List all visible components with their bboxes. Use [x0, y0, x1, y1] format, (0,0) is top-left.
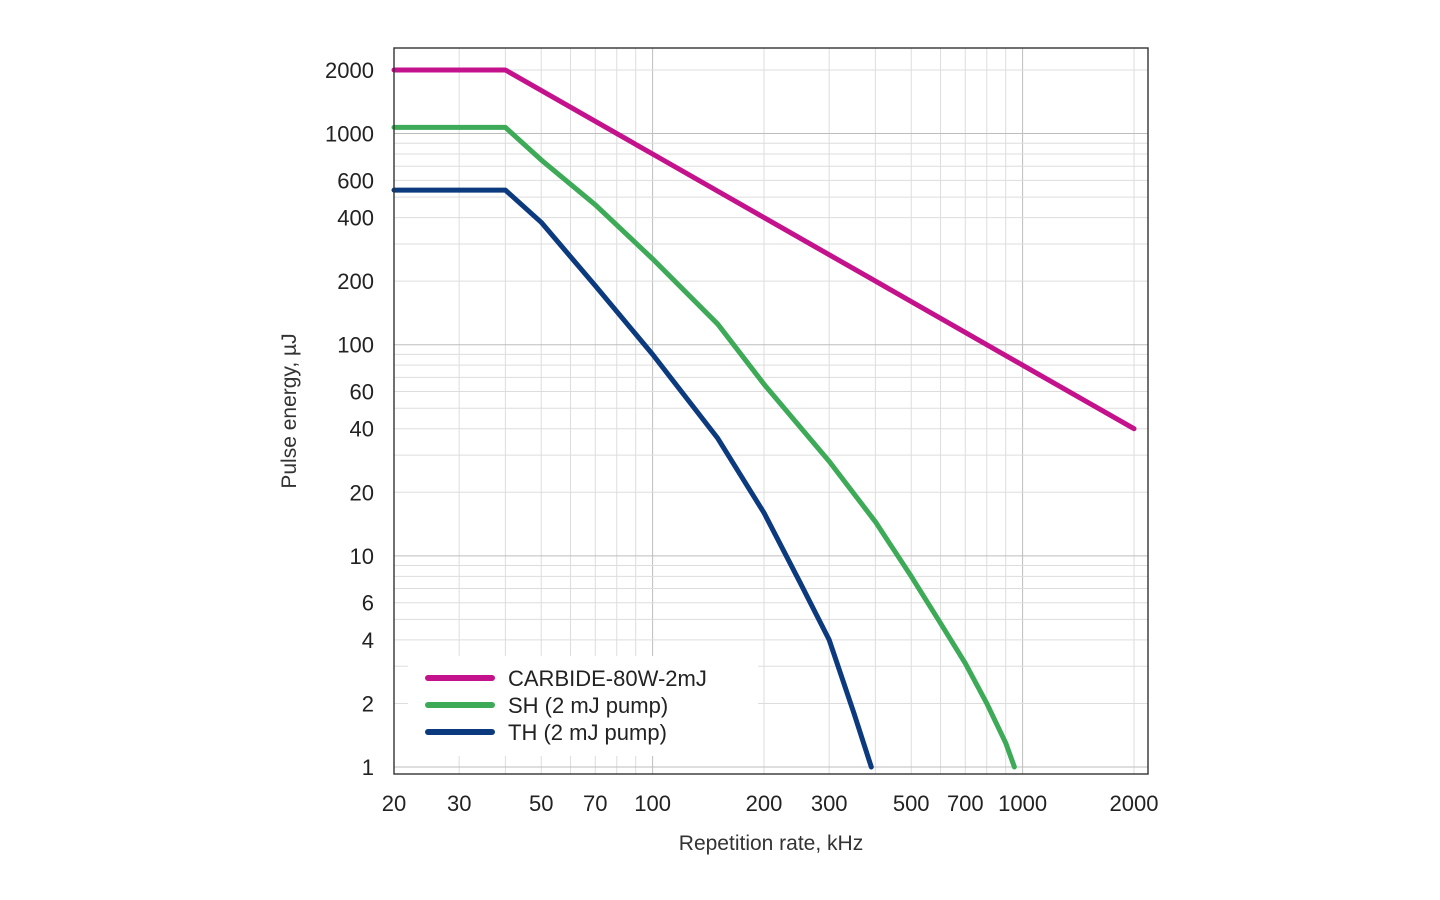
series-line-1	[391, 67, 1137, 432]
series-line-3	[391, 187, 874, 770]
plot-frame	[393, 47, 1149, 775]
y-tick-labels: 1 2 4 6 10 20 40 60 100 200 400 600 1000 2000	[325, 58, 374, 780]
x-tick-label: 300	[811, 791, 848, 816]
y-tick-label: 100	[337, 333, 374, 358]
y-tick-label: 200	[337, 269, 374, 294]
y-tick-label: 600	[337, 168, 374, 193]
x-tick-label: 200	[746, 791, 783, 816]
x-tick-label: 20	[382, 791, 406, 816]
y-tick-label: 400	[337, 206, 374, 231]
grid	[394, 48, 1148, 774]
x-tick-label: 100	[634, 791, 671, 816]
legend-label-1: CARBIDE-80W-2mJ	[508, 666, 707, 691]
legend-label-2: SH (2 mJ pump)	[508, 693, 668, 718]
series-line-2	[391, 124, 1017, 770]
y-tick-label: 2000	[325, 58, 374, 83]
x-tick-label: 30	[447, 791, 471, 816]
x-tick-label: 1000	[998, 791, 1047, 816]
series-lines	[391, 67, 1137, 770]
y-axis-label: Pulse energy, µJ	[278, 333, 301, 488]
x-tick-label: 2000	[1110, 791, 1159, 816]
y-tick-label: 4	[362, 628, 374, 653]
x-tick-label: 700	[947, 791, 984, 816]
y-tick-label: 1	[362, 755, 374, 780]
x-tick-label: 50	[529, 791, 553, 816]
y-tick-label: 60	[350, 380, 374, 405]
x-axis-label: Repetition rate, kHz	[679, 832, 863, 855]
legend-label-3: TH (2 mJ pump)	[508, 720, 667, 745]
x-tick-label: 500	[893, 791, 930, 816]
y-tick-label: 1000	[325, 122, 374, 147]
y-tick-label: 10	[350, 544, 374, 569]
y-tick-label: 40	[350, 417, 374, 442]
x-tick-label: 70	[583, 791, 607, 816]
x-tick-labels: 20 30 50 70 100 200 300 500 700 1000 2000	[382, 791, 1159, 816]
y-tick-label: 20	[350, 480, 374, 505]
y-tick-label: 6	[362, 591, 374, 616]
y-tick-label: 2	[362, 691, 374, 716]
